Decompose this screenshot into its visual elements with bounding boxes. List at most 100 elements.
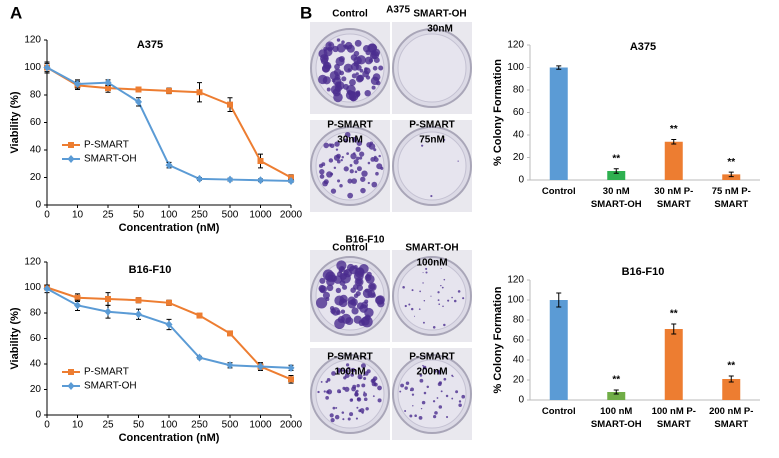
colony — [372, 65, 378, 71]
colony — [443, 138, 446, 141]
colony — [367, 181, 370, 185]
x-tick-label: 250 — [191, 420, 208, 431]
plate-label: 30nM — [337, 135, 363, 146]
colony — [365, 75, 371, 80]
x-tick-label: 100 nM P-SMART — [652, 406, 696, 430]
colony — [371, 50, 380, 60]
colony — [330, 418, 335, 423]
colony — [373, 157, 379, 163]
colony — [364, 307, 374, 318]
colony — [438, 303, 441, 306]
colony — [332, 45, 339, 53]
bar — [607, 171, 626, 180]
legend-marker — [67, 382, 75, 390]
x-tick-label: 200 nM P-SMART — [709, 406, 753, 430]
marker — [74, 294, 81, 301]
colony — [341, 411, 345, 414]
colony — [336, 153, 341, 159]
colony — [462, 297, 465, 300]
colony — [320, 380, 323, 383]
colony — [349, 79, 356, 86]
colony — [326, 284, 334, 292]
marker — [165, 161, 173, 170]
colony — [458, 403, 462, 408]
x-tick-label: 2000 — [280, 210, 303, 221]
colony — [341, 156, 344, 159]
significance: ** — [612, 375, 620, 386]
colony — [408, 303, 411, 306]
colony — [410, 307, 414, 311]
marker — [104, 307, 112, 316]
colony — [325, 396, 329, 400]
x-tick-label: 2000 — [280, 420, 303, 431]
colony — [334, 141, 340, 147]
colony — [419, 374, 423, 377]
colony — [399, 390, 402, 393]
colony — [372, 376, 378, 381]
colony — [335, 148, 339, 151]
colony — [321, 162, 326, 167]
colony — [355, 417, 358, 420]
colony — [347, 178, 353, 184]
colony — [437, 382, 442, 387]
x-tick-label: 1000 — [249, 420, 272, 431]
colony — [414, 414, 417, 417]
colony — [423, 300, 426, 302]
x-tick-label: 50 — [133, 420, 145, 431]
colony — [344, 138, 349, 143]
marker — [105, 295, 111, 302]
x-axis-label: Concentration (nM) — [119, 222, 220, 234]
colony — [433, 414, 437, 419]
colony — [339, 183, 343, 188]
colony — [326, 378, 331, 382]
y-tick-label: 0 — [35, 200, 41, 211]
colony — [440, 268, 442, 270]
marker — [196, 353, 203, 362]
colony — [351, 307, 359, 315]
colony — [434, 411, 438, 415]
colony — [377, 398, 382, 403]
colony — [361, 170, 368, 177]
colony — [422, 365, 427, 370]
legend-marker — [68, 142, 74, 148]
error-bar — [728, 171, 734, 178]
colony — [317, 390, 320, 394]
colony — [360, 363, 366, 369]
colony — [340, 309, 346, 314]
colony — [430, 295, 432, 297]
legend-label: SMART-OH — [84, 154, 137, 165]
colony — [326, 389, 333, 395]
colony — [336, 159, 341, 164]
colony — [411, 289, 414, 292]
plate-label: P-SMART — [409, 352, 455, 363]
plate-label: 100nM — [334, 367, 365, 378]
x-tick-label: 30 nM P-SMART — [654, 186, 693, 210]
marker — [104, 78, 112, 87]
bar — [664, 329, 683, 400]
colony — [359, 408, 365, 413]
colony — [334, 414, 340, 420]
colony — [349, 412, 354, 417]
chart-title: A375 — [630, 41, 656, 53]
colony — [412, 405, 414, 407]
plate-inner — [397, 131, 467, 201]
plate-label: P-SMART — [327, 120, 373, 131]
colony — [440, 390, 443, 393]
marker — [257, 176, 264, 185]
x-tick-label: 50 — [133, 210, 145, 221]
colony — [421, 144, 424, 147]
x-tick-label: Control — [542, 186, 576, 197]
colony — [331, 371, 336, 376]
colony — [344, 369, 349, 374]
x-tick-label: 25 — [102, 420, 114, 431]
colony — [353, 152, 356, 155]
colony — [422, 282, 424, 284]
colony — [319, 174, 325, 179]
bar — [664, 141, 683, 180]
colony — [336, 370, 341, 374]
y-tick-label: 60 — [30, 117, 42, 128]
colony — [455, 390, 459, 394]
colony — [445, 415, 449, 419]
chart-title: B16-F10 — [129, 264, 172, 276]
colony — [341, 40, 345, 44]
